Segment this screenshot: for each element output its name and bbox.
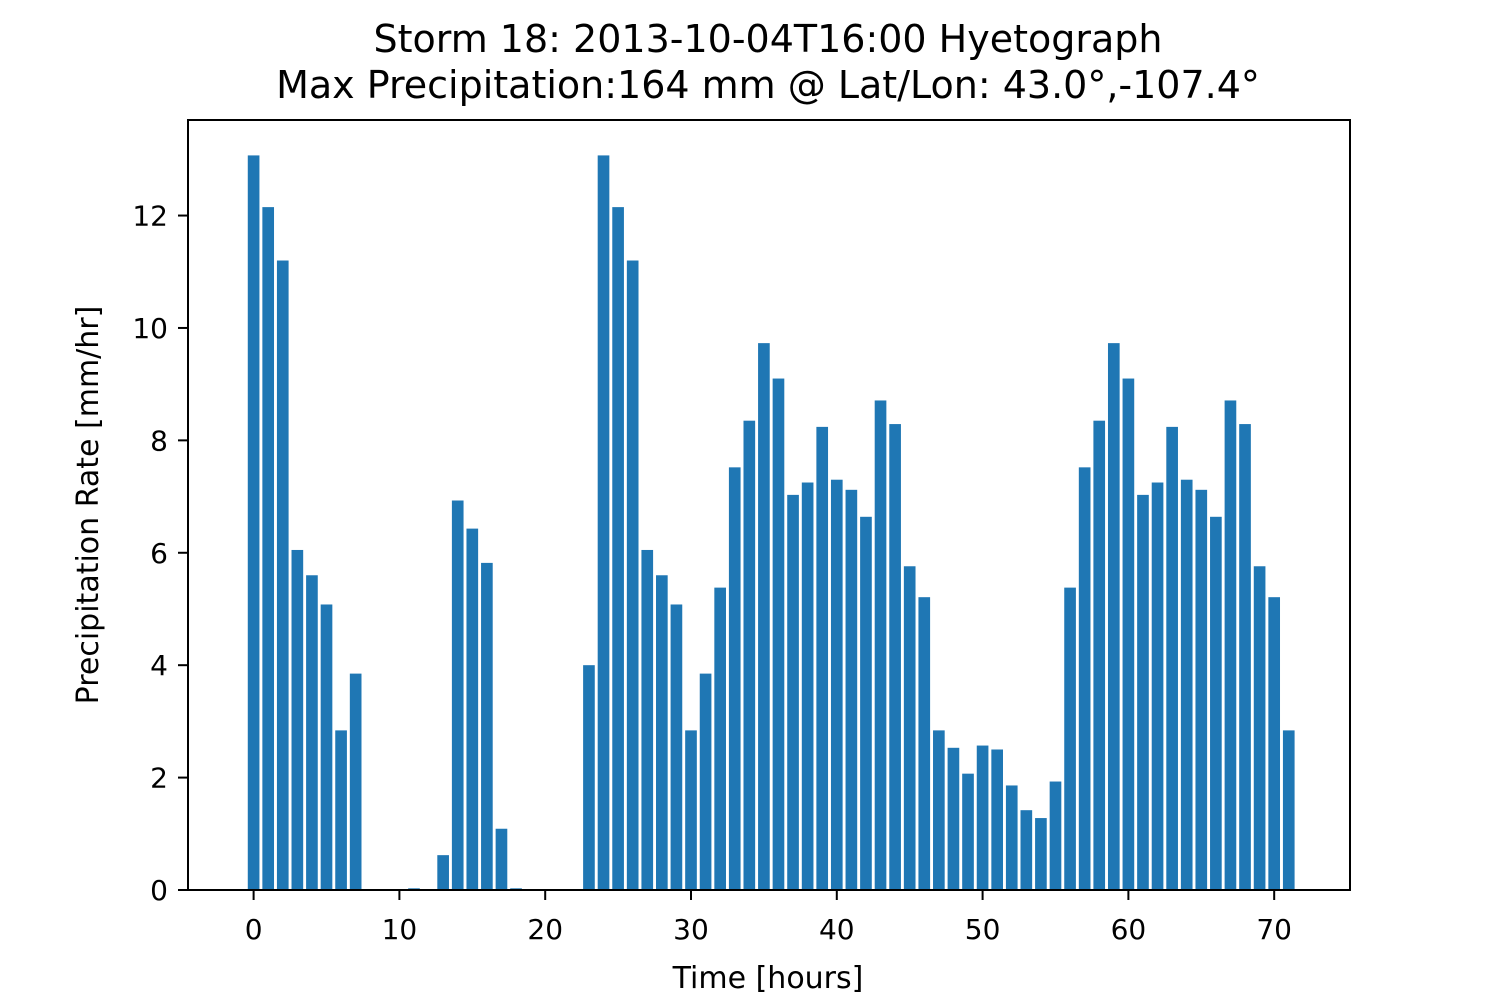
x-tick-label: 20 <box>527 913 563 946</box>
bar <box>933 730 945 890</box>
chart-title: Storm 18: 2013-10-04T16:00 Hyetograph <box>373 17 1162 61</box>
bar <box>583 665 595 890</box>
bar <box>714 587 726 890</box>
bar <box>656 575 668 890</box>
bar <box>641 549 654 890</box>
bar <box>335 730 347 890</box>
bar <box>962 773 974 890</box>
bar <box>1137 494 1149 890</box>
x-tick-label: 50 <box>965 913 1001 946</box>
bar <box>291 549 304 890</box>
bar <box>874 400 887 890</box>
y-tick-label: 0 <box>150 874 168 907</box>
y-tick-label: 12 <box>132 200 168 233</box>
bar <box>860 516 872 890</box>
bar <box>1166 426 1178 890</box>
x-axis-ticks: 0 10 20 30 40 50 60 70 <box>245 890 1292 946</box>
bar <box>1268 597 1281 890</box>
bar <box>1020 810 1033 890</box>
y-tick-label: 2 <box>150 762 168 795</box>
y-axis-label: Precipitation Rate [mm/hr] <box>71 306 106 705</box>
bar <box>845 489 858 890</box>
bar <box>1195 489 1208 890</box>
bar <box>1210 516 1222 890</box>
bar <box>801 482 814 890</box>
y-tick-label: 10 <box>132 312 168 345</box>
bar <box>1253 566 1266 890</box>
bar <box>1093 420 1106 890</box>
x-tick-label: 70 <box>1256 913 1292 946</box>
bar <box>903 566 916 890</box>
chart-subtitle: Max Precipitation:164 mm @ Lat/Lon: 43.0… <box>276 63 1260 107</box>
y-tick-label: 8 <box>150 424 168 457</box>
bar <box>466 528 479 890</box>
x-tick-label: 60 <box>1111 913 1147 946</box>
bar <box>976 745 989 890</box>
bar <box>495 828 508 890</box>
bar <box>889 424 901 890</box>
bar <box>918 597 931 890</box>
bar <box>1282 730 1295 890</box>
bar <box>451 500 464 890</box>
bar <box>1005 785 1018 890</box>
bar <box>481 562 493 890</box>
bar <box>816 426 829 890</box>
plot-frame <box>187 119 1351 891</box>
x-axis-label: Time [hours] <box>672 961 864 996</box>
bar <box>1239 424 1251 890</box>
x-tick-label: 40 <box>819 913 855 946</box>
bar <box>728 467 741 890</box>
bar <box>320 604 333 890</box>
bar <box>597 155 610 890</box>
x-tick-label: 10 <box>382 913 418 946</box>
bar <box>1180 479 1193 890</box>
bar <box>306 575 318 890</box>
bar <box>437 855 449 890</box>
bar <box>1049 781 1062 890</box>
y-tick-label: 4 <box>150 649 168 682</box>
bar <box>1035 818 1047 890</box>
bar <box>1122 378 1135 890</box>
bar <box>262 207 275 890</box>
bar <box>947 747 960 890</box>
y-tick-label: 6 <box>150 537 168 570</box>
bar <box>1224 400 1237 890</box>
bar <box>1078 467 1091 890</box>
y-axis-ticks: 0 2 4 6 8 10 12 <box>132 200 188 907</box>
bar <box>247 155 260 890</box>
bar <box>699 673 712 890</box>
bar <box>1064 587 1076 890</box>
bar <box>670 604 683 890</box>
bar <box>743 420 756 890</box>
bar <box>758 343 770 890</box>
bar <box>1107 343 1120 890</box>
bar <box>612 207 624 890</box>
bar <box>685 730 697 890</box>
bar <box>787 494 799 890</box>
x-tick-label: 30 <box>673 913 709 946</box>
bar-series <box>247 155 1295 890</box>
bar <box>276 260 289 890</box>
x-tick-label: 0 <box>245 913 263 946</box>
bar <box>1151 482 1164 890</box>
bar <box>991 749 1003 890</box>
bar <box>830 479 843 890</box>
bar <box>626 260 639 890</box>
bar <box>349 673 362 890</box>
bar <box>772 378 785 890</box>
